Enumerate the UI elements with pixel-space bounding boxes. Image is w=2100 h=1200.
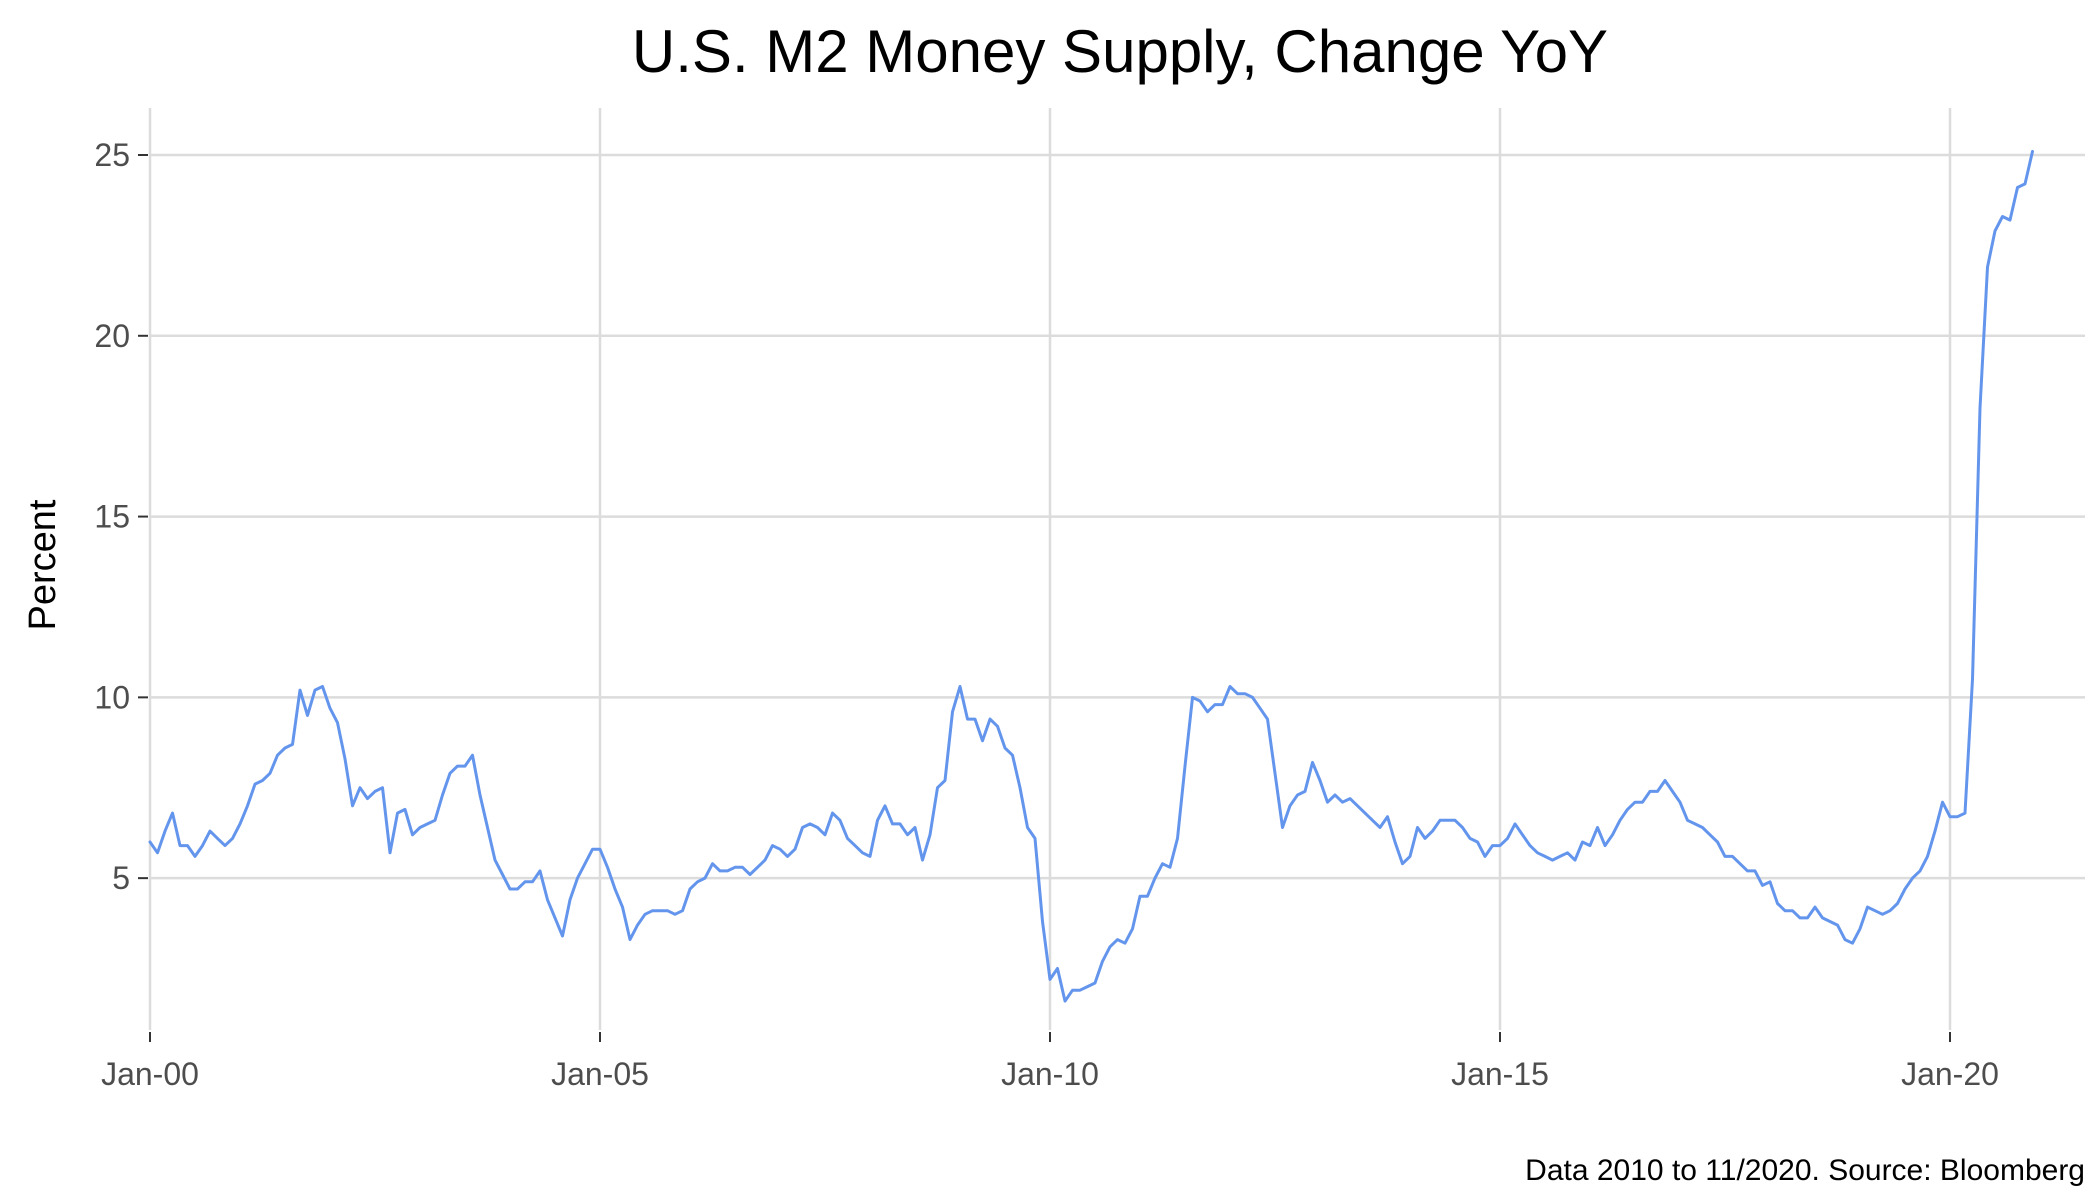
y-axis-label: Percent xyxy=(22,499,64,630)
x-tick-label-0: Jan-00 xyxy=(101,1056,199,1092)
y-tick-label-0: 5 xyxy=(112,860,130,896)
chart-title: U.S. M2 Money Supply, Change YoY xyxy=(632,18,1608,85)
grid-layer xyxy=(148,108,2085,1030)
x-tick-label-2: Jan-10 xyxy=(1001,1056,1099,1092)
tick-layer: 5 10 15 20 25 Jan-00 Jan-05 Jan-10 Jan-15 Jan-20 xyxy=(94,137,1999,1092)
chart-caption: Data 2010 to 11/2020. Source: Bloomberg xyxy=(1525,1154,2085,1187)
x-tick-label-4: Jan-20 xyxy=(1901,1056,1999,1092)
series-layer xyxy=(148,149,2034,1003)
x-tick-label-3: Jan-15 xyxy=(1451,1056,1549,1092)
y-tick-label-3: 20 xyxy=(94,318,130,354)
series-line-0 xyxy=(148,149,2034,1003)
y-tick-label-1: 10 xyxy=(94,679,130,715)
x-tick-label-1: Jan-05 xyxy=(551,1056,649,1092)
y-tick-label-4: 25 xyxy=(94,137,130,173)
y-tick-label-2: 15 xyxy=(94,499,130,535)
